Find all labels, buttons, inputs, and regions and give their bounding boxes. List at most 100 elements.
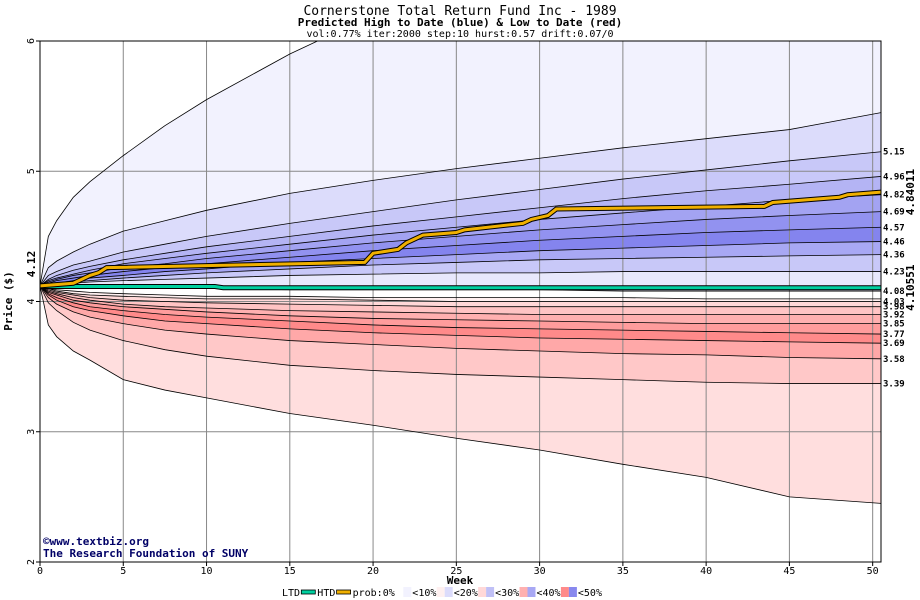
high-band-3 <box>40 176 881 286</box>
x-tick-label: 35 <box>617 566 629 577</box>
legend-htd-label: HTD <box>317 588 335 599</box>
band-end-label: 3.92 <box>883 311 905 321</box>
ltd-final-value: 4.10551 <box>904 264 917 311</box>
band-boundary-line <box>40 285 881 302</box>
chart-title: Cornerstone Total Return Fund Inc - 1989 <box>303 4 616 19</box>
band-boundary-line <box>40 285 881 325</box>
band-end-label: 4.23 <box>883 268 905 278</box>
high-band-0 <box>40 41 881 286</box>
x-tick-label: 10 <box>201 566 213 577</box>
x-tick-label: 25 <box>450 566 462 577</box>
band-boundary-line <box>40 211 881 287</box>
band-end-label: 4.69 <box>883 208 905 218</box>
legend-swatch-2-high <box>486 587 495 597</box>
x-tick-label: 0 <box>37 566 43 577</box>
low-band-6 <box>40 285 881 359</box>
band-boundary-line <box>40 176 881 287</box>
band-end-label: 3.58 <box>883 355 905 365</box>
legend-swatch-4-low <box>560 587 569 597</box>
y-tick-label: 5 <box>26 168 37 174</box>
low-band-4 <box>40 285 881 335</box>
band-end-label: 3.77 <box>883 330 905 340</box>
low-band-2 <box>40 285 881 315</box>
band-end-label: 4.96 <box>883 172 905 182</box>
legend: LTD HTD prob:0% <10% <20% <30% <40% <50% <box>282 587 602 599</box>
x-tick-label: 45 <box>783 566 795 577</box>
legend-ltd-swatch <box>300 589 316 595</box>
high-band-2 <box>40 151 881 286</box>
htd-path <box>40 190 881 288</box>
band-end-label: 3.85 <box>883 320 905 330</box>
credit-copyright: ©www.textbiz.org <box>43 535 149 548</box>
htd-final-value: 4.84011 <box>904 169 917 216</box>
band-end-label: 4.82 <box>883 191 905 201</box>
legend-htd-swatch <box>336 589 352 595</box>
legend-item-label: <40% <box>537 588 561 599</box>
band-boundary-line <box>40 285 881 504</box>
high-band-7 <box>40 241 881 286</box>
band-boundary-line <box>40 285 881 315</box>
x-tick-label: 5 <box>120 566 126 577</box>
plot-area <box>40 41 881 562</box>
simulation-parameters: vol:0.77% iter:2000 step:10 hurst:0.57 d… <box>306 29 613 40</box>
y-tick-label: 3 <box>26 429 37 435</box>
legend-swatch-0-high <box>403 587 412 597</box>
credit-foundation: The Research Foundation of SUNY <box>43 547 249 560</box>
y-tick-label: 6 <box>26 38 37 44</box>
y-tick-label: 2 <box>26 559 37 565</box>
high-band-4 <box>40 194 881 286</box>
x-tick-label: 40 <box>700 566 712 577</box>
y-axis-label: Price ($) <box>2 271 15 331</box>
band-end-label: 4.36 <box>883 251 905 261</box>
low-band-5 <box>40 285 881 344</box>
band-boundary-line <box>40 285 881 384</box>
band-end-label: 4.03 <box>883 298 905 308</box>
band-end-label: 3.39 <box>883 380 905 390</box>
legend-item-label: <10% <box>412 588 436 599</box>
band-boundary-line <box>40 226 881 287</box>
price-paths <box>40 189 881 291</box>
high-band-6 <box>40 227 881 286</box>
band-boundary-line <box>40 151 881 287</box>
band-end-label: 5.15 <box>883 148 905 158</box>
band-end-label: 3.98 <box>883 303 905 313</box>
low-band-3 <box>40 285 881 324</box>
band-end-labels: 5.15 4.96 4.82 4.69 4.57 4.46 4.36 4.23 4.084.03… <box>883 148 905 390</box>
x-tick-label: 20 <box>367 566 379 577</box>
x-tick-label: 15 <box>284 566 296 577</box>
band-boundary-line <box>40 285 881 344</box>
x-tick-label: 30 <box>534 566 546 577</box>
legend-swatch-1-low <box>436 587 445 597</box>
band-end-label: 4.57 <box>883 223 905 233</box>
band-end-label: 3.69 <box>883 339 905 349</box>
x-axis-ticks: 0 5 10 15 20 25 30 35 40 45 50 <box>37 562 879 577</box>
legend-prob-label: prob:0% <box>353 588 395 599</box>
ltd-path <box>40 285 881 290</box>
legend-swatch-1-high <box>444 587 453 597</box>
legend-swatch-3-low <box>519 587 528 597</box>
low-band-0 <box>40 285 881 302</box>
high-band-8 <box>40 254 881 286</box>
band-boundary-line <box>40 41 319 286</box>
legend-swatch-0-low <box>395 587 404 597</box>
y-tick-label: 4 <box>26 298 37 304</box>
band-end-label: 4.46 <box>883 238 905 248</box>
band-end-label: 4.08 <box>883 287 905 297</box>
band-boundary-line <box>40 285 881 335</box>
legend-item-label: <20% <box>454 588 478 599</box>
band-boundary-line <box>40 285 881 360</box>
low-band-7 <box>40 285 881 384</box>
y-axis-ticks: 2 3 4 5 6 <box>26 38 40 565</box>
legend-item-label: <50% <box>578 588 602 599</box>
chart-subtitle: Predicted High to Date (blue) & Low to D… <box>298 16 623 29</box>
x-axis-label: Week <box>447 574 474 587</box>
x-tick-label: 50 <box>867 566 879 577</box>
band-boundary-line <box>40 285 881 308</box>
legend-swatch-4-high <box>568 587 577 597</box>
legend-swatch-3-high <box>527 587 536 597</box>
legend-ltd-label: LTD <box>282 588 300 599</box>
low-band-8 <box>40 285 881 504</box>
start-price-label: 4.12 <box>25 251 38 278</box>
band-boundary-line <box>40 285 881 300</box>
